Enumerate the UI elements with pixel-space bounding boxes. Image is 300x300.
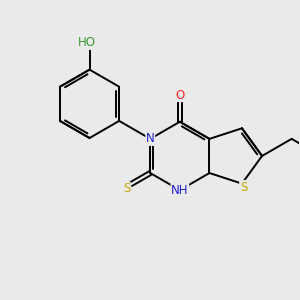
Text: S: S bbox=[123, 182, 130, 195]
Text: HO: HO bbox=[78, 36, 96, 50]
Text: O: O bbox=[175, 88, 184, 101]
Text: NH: NH bbox=[171, 184, 189, 196]
Text: N: N bbox=[146, 132, 154, 146]
Text: S: S bbox=[240, 181, 247, 194]
